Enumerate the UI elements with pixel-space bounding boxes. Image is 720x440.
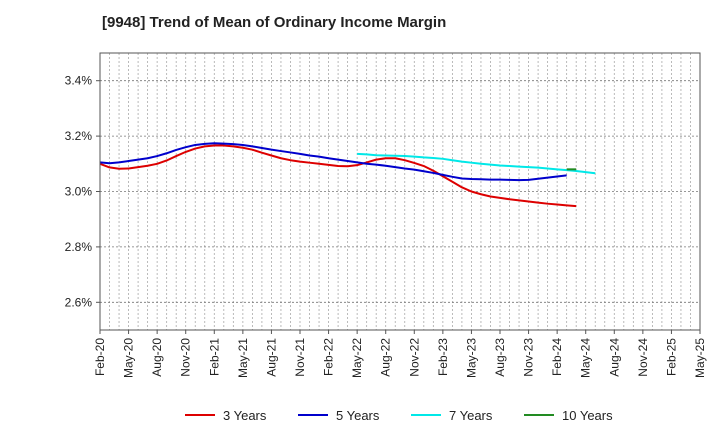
series-line-5-years bbox=[99, 142, 567, 182]
y-tick-label: 3.4% bbox=[65, 74, 93, 88]
y-tick-label: 3.2% bbox=[65, 129, 93, 143]
x-tick-label: Feb-25 bbox=[664, 338, 678, 376]
series-lines bbox=[99, 142, 596, 208]
series-line-7-years bbox=[357, 152, 596, 175]
x-tick-label: Aug-20 bbox=[150, 338, 164, 377]
x-tick-label: Nov-24 bbox=[636, 338, 650, 377]
y-tick-label: 2.6% bbox=[65, 295, 93, 309]
x-tick-label: Aug-23 bbox=[493, 338, 507, 377]
x-tick-label: May-25 bbox=[693, 338, 707, 378]
x-axis-ticks: Feb-20 May-20 Aug-20 Nov-20 Feb-21 May-21 Aug-… bbox=[93, 330, 707, 378]
x-tick-label: May-20 bbox=[122, 338, 136, 378]
x-tick-label: Aug-21 bbox=[264, 338, 278, 377]
x-tick-label: Nov-23 bbox=[522, 338, 536, 377]
legend-label: 10 Years bbox=[562, 408, 613, 423]
legend: 3 Years 5 Years 7 Years 10 Years bbox=[185, 408, 613, 423]
x-tick-label: Nov-21 bbox=[293, 338, 307, 377]
y-tick-label: 2.8% bbox=[65, 240, 93, 254]
legend-label: 3 Years bbox=[223, 408, 267, 423]
x-tick-label: Feb-24 bbox=[550, 338, 564, 376]
x-tick-label: May-24 bbox=[579, 338, 593, 378]
x-tick-label: May-22 bbox=[350, 338, 364, 378]
x-tick-label: Nov-20 bbox=[179, 338, 193, 377]
grid-lines bbox=[99, 53, 701, 330]
legend-label: 7 Years bbox=[449, 408, 493, 423]
y-axis-ticks: 2.6% 2.8% 3.0% 3.2% 3.4% bbox=[65, 74, 100, 309]
x-tick-label: May-23 bbox=[464, 338, 478, 378]
x-tick-label: May-21 bbox=[236, 338, 250, 378]
x-tick-label: Aug-24 bbox=[607, 338, 621, 377]
x-tick-label: Feb-23 bbox=[436, 338, 450, 376]
x-tick-label: Nov-22 bbox=[407, 338, 421, 377]
series-line-3-years bbox=[99, 144, 577, 208]
x-tick-label: Aug-22 bbox=[379, 338, 393, 377]
y-tick-label: 3.0% bbox=[65, 185, 93, 199]
legend-label: 5 Years bbox=[336, 408, 380, 423]
chart-title: [9948] Trend of Mean of Ordinary Income … bbox=[102, 14, 447, 31]
x-tick-label: Feb-20 bbox=[93, 338, 107, 376]
x-tick-label: Feb-21 bbox=[207, 338, 221, 376]
x-tick-label: Feb-22 bbox=[322, 338, 336, 376]
